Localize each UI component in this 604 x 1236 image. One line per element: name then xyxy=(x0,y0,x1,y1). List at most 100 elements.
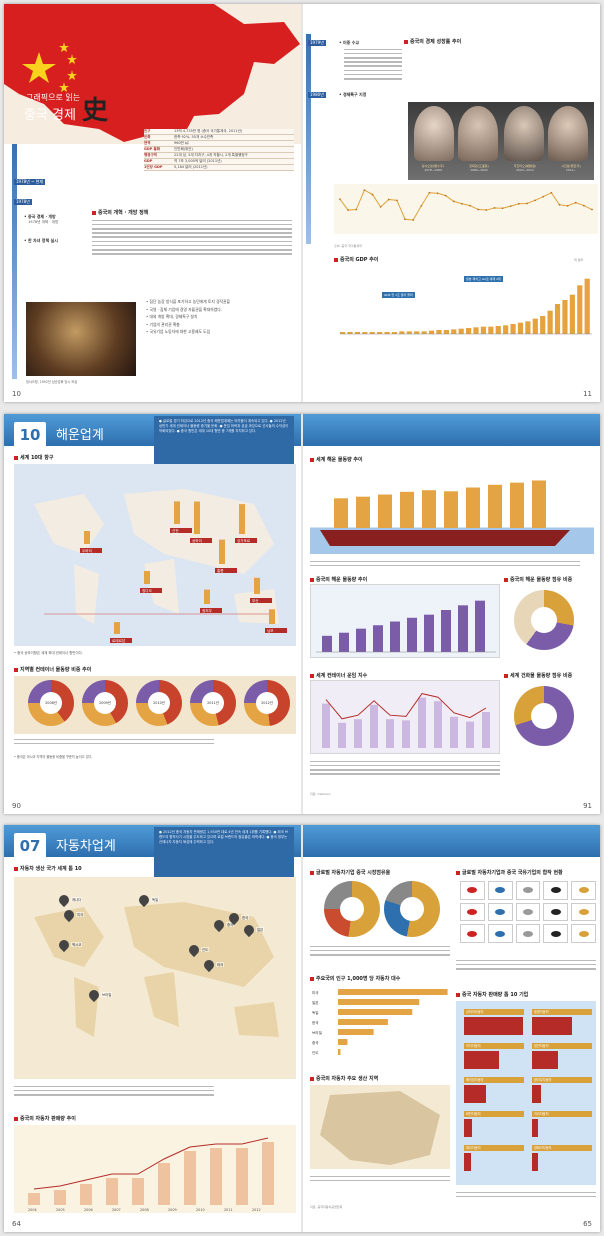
freight-bar xyxy=(386,719,394,748)
world-map xyxy=(14,464,296,646)
top10-label: 상하이자동차 xyxy=(464,1009,524,1015)
port-bar xyxy=(254,577,260,594)
growth-point xyxy=(493,207,496,209)
source: 자료: Clarkson xyxy=(310,792,331,796)
gutter xyxy=(301,4,303,402)
leaders-panel: 덩샤오핑(鄧小平) 1978~1989 장쩌민(江澤民) 1989~2002 후진타오(… xyxy=(408,102,594,180)
region-donut: 2008년 xyxy=(28,680,74,726)
growth-point xyxy=(347,209,350,211)
china-volume-bars xyxy=(316,600,496,653)
volume-bar xyxy=(422,490,436,528)
leader-name: 장쩌민(江澤民) xyxy=(469,164,489,168)
intro-box: ● 2012년 중국 자동차 판매량은 1,930만 대로 4년 연속 세계 1… xyxy=(154,827,294,883)
gdp-bar xyxy=(532,318,538,334)
leader-labels: 덩샤오핑(鄧小平) 1978~1989 장쩌민(江澤民) 1989~2002 후진타오(… xyxy=(412,164,592,172)
country-label: 한국 xyxy=(241,915,250,920)
sales-year: 2011 xyxy=(224,1208,233,1212)
fact-row: 행정구역 22개 성, 5개 자치구, 4개 직할시, 2개 특별행정구 xyxy=(144,153,294,159)
port-label-bg xyxy=(265,628,287,633)
left-timeline-tag-2: 1978년 xyxy=(14,199,32,205)
gdp-unit: 억 달러 xyxy=(574,258,584,262)
growth-point xyxy=(509,205,512,208)
intro-box: ● 글로벌 경기 하강으로 2012년 중국 해운업계에는 어려움이 계속되고 … xyxy=(154,416,294,470)
per1000-label: 일본 xyxy=(312,1000,319,1005)
left-timeline-item-2: 1978년 개혁 · 개방 xyxy=(28,220,59,224)
region-heading: 중국의 자동차 주요 생산 지역 xyxy=(310,1075,378,1082)
growth-rate-chart xyxy=(334,184,598,234)
growth-line xyxy=(339,189,593,221)
china-volume-bar xyxy=(424,614,434,652)
freight-bar xyxy=(450,716,458,748)
fact-key: 행정구역 xyxy=(144,153,157,157)
per1000-label: 인도 xyxy=(312,1050,319,1055)
port-label: 상하이 xyxy=(192,538,202,543)
port-label-bg xyxy=(215,568,237,573)
gdp-bar xyxy=(562,300,568,334)
gdp-bar xyxy=(451,329,457,334)
joint-notes xyxy=(456,957,596,983)
title-main: 중국 경제 xyxy=(24,108,76,123)
port-label-bg xyxy=(170,528,192,533)
section-number: 10 xyxy=(14,422,46,448)
country-label: 멕시코 xyxy=(71,942,83,947)
port-bar xyxy=(219,539,225,564)
top10-label: 화천자동차 xyxy=(464,1111,524,1117)
source: 자료: 중국자동차공업협회 xyxy=(310,1205,343,1209)
brand-logo xyxy=(543,924,569,943)
port-map-heading: 세계 10대 항구 xyxy=(14,454,53,461)
port-bar xyxy=(174,501,180,524)
growth-point xyxy=(355,208,358,211)
share-heading: 중국의 해운 물동량 점유 비중 xyxy=(504,576,572,583)
port-label: 두바이 xyxy=(82,548,92,553)
brand-logo-mark xyxy=(578,887,589,894)
reform-bullet: • 국유기업 노동자에 대한 고용제도 도입 xyxy=(146,329,211,334)
growth-point xyxy=(379,206,382,208)
brand-logo xyxy=(543,902,569,922)
growth-heading: 중국의 경제 성장률 추이 xyxy=(404,38,461,45)
country-label: 브라질 xyxy=(101,992,113,997)
leader-label: 덩샤오핑(鄧小平) 1978~1989 xyxy=(412,164,454,172)
china-volume-bar xyxy=(407,617,417,652)
volume-bar xyxy=(334,498,348,528)
reform-bullet: • 기업의 관리권 확충 xyxy=(146,321,180,327)
joint-logo-grid xyxy=(460,881,596,943)
gdp-note-1: GDP 첫 1조 달러 돌파 xyxy=(382,292,415,298)
sales-bar xyxy=(132,1178,144,1205)
china-volume-heading: 중국의 해운 물동량 추이 xyxy=(310,576,367,583)
brand-logo xyxy=(515,902,541,922)
gdp-bar xyxy=(443,330,449,334)
gdp-bar xyxy=(495,326,501,334)
region-note: • 중국은 아시아 지역의 물동량 비중을 꾸준히 높이고 있다. xyxy=(14,755,93,759)
gdp-chart xyxy=(340,278,592,335)
leader-portrait-jiang xyxy=(458,106,498,161)
growth-point xyxy=(396,199,398,202)
country-label: 미국 xyxy=(76,912,85,917)
china-volume-bar xyxy=(322,635,332,652)
section-title: 자동차업계 xyxy=(56,839,116,854)
map-note: • 중국 상하이항은 세계 최대 컨테이너 항만이다. xyxy=(14,651,83,655)
growth-point xyxy=(558,203,561,206)
deng-photo xyxy=(26,302,136,376)
china-region-map xyxy=(310,1085,450,1169)
growth-point xyxy=(582,204,585,207)
reform-bullet: • 대외 개방 확대, 경제특구 설치 xyxy=(146,314,198,319)
right-timeline-tag-2: 1980년 xyxy=(308,92,326,98)
volume-bar xyxy=(378,494,392,528)
joint-heading: 글로벌 자동차기업과 중국 국유기업의 합작 현황 xyxy=(456,869,563,876)
gdp-bar xyxy=(340,332,346,334)
top10-label: 둥펑자동차 xyxy=(532,1009,592,1015)
gdp-bar xyxy=(525,321,531,334)
fact-row: 면적 960만 ㎢ xyxy=(144,141,294,147)
per1000-bar xyxy=(338,1029,374,1035)
top10-bar xyxy=(464,1085,487,1103)
port-label: 닝보 xyxy=(267,628,274,633)
leader-portrait-hu xyxy=(504,106,544,161)
sales-bar xyxy=(54,1190,66,1205)
sales-year: 2007 xyxy=(112,1208,121,1212)
brand-logo xyxy=(571,881,596,900)
volume-bars xyxy=(334,480,546,528)
top10-label: 지리자동차 xyxy=(532,1111,592,1117)
left-timeline-bar xyxy=(12,144,17,379)
per1000-label: 독일 xyxy=(312,1010,319,1015)
